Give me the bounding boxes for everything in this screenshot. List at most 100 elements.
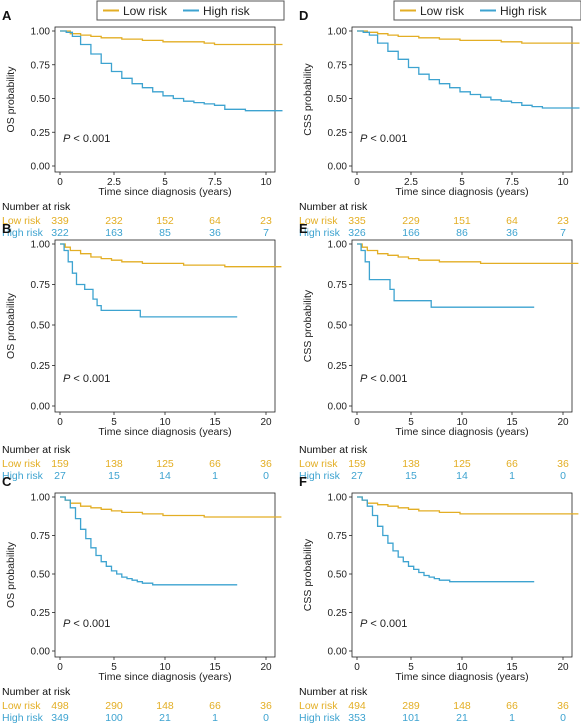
risk-value: 1: [509, 712, 515, 724]
x-tick-label: 0: [354, 662, 360, 673]
risk-value: 1: [212, 470, 218, 482]
y-tick-label: 0.75: [328, 60, 348, 71]
x-tick-label: 10: [456, 662, 468, 673]
risk-value: 101: [402, 712, 420, 724]
risk-row-label: Low risk: [2, 458, 41, 470]
risk-value: 159: [348, 458, 366, 470]
risk-value: 64: [209, 215, 221, 227]
plot-frame: [351, 239, 573, 413]
panel-letter: A: [2, 8, 12, 23]
curve-high: [357, 30, 580, 109]
risk-value: 21: [159, 712, 171, 724]
risk-value: 339: [51, 215, 69, 227]
risk-value: 66: [209, 700, 221, 712]
x-tick-label: 20: [260, 662, 272, 673]
risk-value: 290: [105, 700, 123, 712]
panel-letter: C: [2, 474, 12, 489]
curve-high: [60, 30, 283, 112]
risk-value: 0: [263, 712, 269, 724]
y-tick-label: 1.00: [31, 493, 51, 504]
y-tick-label: 0.50: [328, 94, 348, 105]
y-axis-label: OS probability: [5, 292, 17, 359]
risk-value: 494: [348, 700, 366, 712]
curve-low: [357, 243, 579, 265]
y-tick-label: 1.00: [31, 240, 51, 251]
risk-value: 14: [159, 470, 171, 482]
y-axis-label: CSS probability: [302, 63, 314, 136]
x-tick-label: 0: [354, 417, 360, 428]
x-tick-label: 5: [111, 662, 117, 673]
y-tick-label: 1.00: [328, 240, 348, 251]
risk-value: 21: [456, 712, 468, 724]
risk-table-title: Number at risk: [2, 201, 71, 213]
plot-frame: [351, 26, 573, 173]
y-tick-label: 0.75: [31, 60, 51, 71]
p-value: P < 0.001: [360, 133, 407, 145]
curve-high: [357, 496, 535, 583]
risk-value: 232: [105, 215, 123, 227]
risk-row-label: High risk: [2, 712, 44, 724]
risk-value: 159: [51, 458, 69, 470]
panel-D: D 0.00 0.25 0.50 0.75 1.00 0 2.5 5 7.5 10 Time sinc…: [299, 8, 580, 239]
x-tick-label: 10: [456, 417, 468, 428]
curve-low: [60, 496, 282, 518]
risk-value: 322: [51, 227, 69, 239]
x-axis-label: Time since diagnosis (years): [395, 426, 528, 438]
risk-value: 23: [260, 215, 272, 227]
risk-value: 151: [453, 215, 471, 227]
risk-value: 0: [560, 470, 566, 482]
risk-value: 229: [402, 215, 420, 227]
risk-value: 0: [560, 712, 566, 724]
legend-label-high: High risk: [203, 4, 251, 18]
risk-value: 100: [105, 712, 123, 724]
risk-row-label: High risk: [299, 470, 341, 482]
y-tick-label: 0.50: [328, 570, 348, 581]
x-tick-label: 2.5: [404, 177, 418, 188]
x-tick-label: 10: [260, 177, 272, 188]
curve-low: [60, 30, 283, 46]
risk-row-label: High risk: [299, 712, 341, 724]
risk-value: 14: [456, 470, 468, 482]
x-tick-label: 10: [557, 177, 569, 188]
y-tick-label: 0.75: [328, 280, 348, 291]
risk-value: 36: [557, 458, 569, 470]
risk-row-label: High risk: [2, 470, 44, 482]
x-tick-label: 5: [408, 662, 414, 673]
y-tick-label: 0.75: [328, 531, 348, 542]
y-tick-label: 0.50: [328, 321, 348, 332]
p-value: P < 0.001: [360, 618, 407, 630]
x-tick-label: 2.5: [107, 177, 121, 188]
plot-frame: [54, 26, 276, 173]
risk-value: 289: [402, 700, 420, 712]
y-axis-label: OS probability: [5, 541, 17, 608]
risk-value: 23: [557, 215, 569, 227]
p-value: P < 0.001: [360, 373, 407, 385]
risk-value: 148: [453, 700, 471, 712]
y-tick-label: 1.00: [328, 27, 348, 38]
y-tick-label: 0.25: [31, 361, 51, 372]
risk-value: 66: [506, 700, 518, 712]
risk-table-title: Number at risk: [2, 444, 71, 456]
curve-low: [357, 30, 580, 44]
x-tick-label: 0: [57, 417, 63, 428]
risk-value: 36: [260, 458, 272, 470]
risk-row-label: Low risk: [2, 215, 41, 227]
y-tick-label: 0.25: [328, 608, 348, 619]
risk-row-label: High risk: [299, 227, 341, 239]
p-value: P < 0.001: [63, 618, 110, 630]
p-value: P < 0.001: [63, 133, 110, 145]
x-tick-label: 20: [557, 662, 569, 673]
risk-value: 36: [260, 700, 272, 712]
x-axis-label: Time since diagnosis (years): [98, 426, 231, 438]
y-axis-label: OS probability: [5, 66, 17, 133]
x-tick-label: 5: [459, 177, 465, 188]
legend-label-low: Low risk: [420, 4, 465, 18]
panel-letter: D: [299, 8, 308, 23]
risk-value: 86: [456, 227, 468, 239]
risk-value: 36: [557, 700, 569, 712]
risk-value: 148: [156, 700, 174, 712]
risk-value: 498: [51, 700, 69, 712]
curve-high: [357, 243, 535, 308]
